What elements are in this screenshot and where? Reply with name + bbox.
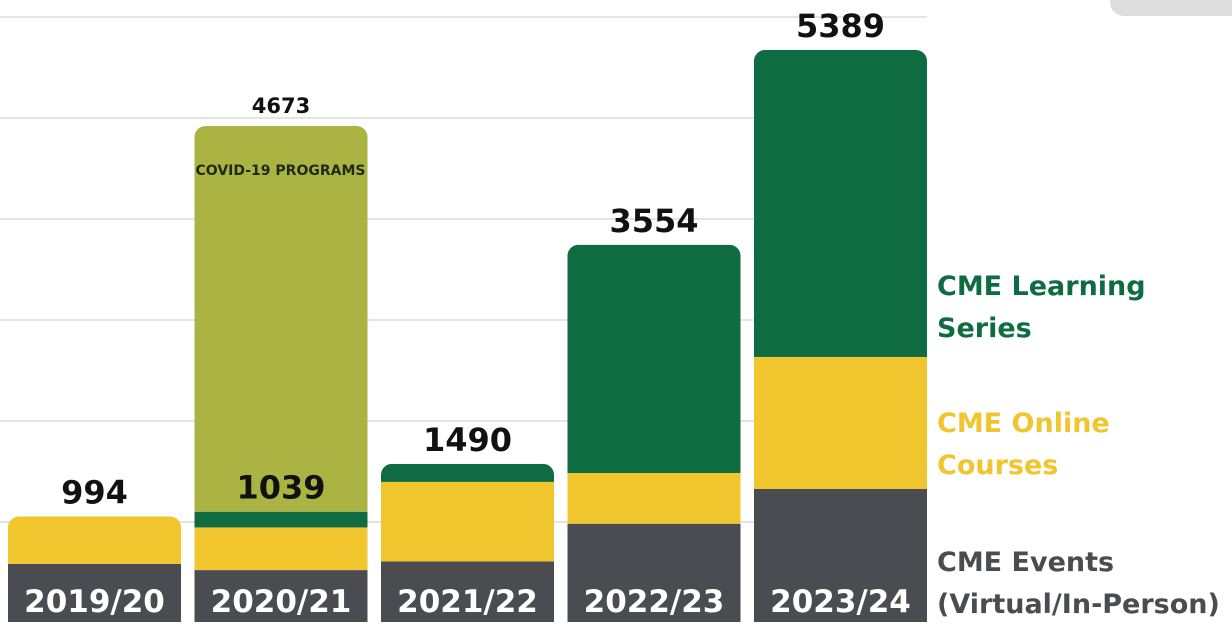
bar-segment <box>754 356 927 490</box>
x-tick-label: 2023/24 <box>770 584 911 620</box>
bar-segment <box>8 563 181 622</box>
bar-group <box>754 50 927 622</box>
bar-segment <box>567 523 741 622</box>
legend-entry: CME Learning Series <box>937 271 1146 344</box>
corner-shape <box>1110 0 1232 16</box>
bar-segment <box>194 511 368 528</box>
bar-group <box>8 516 181 622</box>
bar-group <box>381 463 554 622</box>
total-label: 994 <box>61 473 128 511</box>
legend-entry: CME Online Courses <box>937 408 1110 481</box>
total-label: 1039 <box>236 469 325 507</box>
bar-segment <box>194 527 368 571</box>
bar-segment <box>754 489 927 622</box>
x-tick-label: 2020/21 <box>211 584 352 620</box>
total-label: 1490 <box>423 421 512 459</box>
total-label: 3554 <box>609 202 698 240</box>
total-label: 4673 <box>252 94 310 118</box>
bar-segment <box>194 570 368 622</box>
bar-segment <box>381 463 554 482</box>
bar-segment <box>194 125 368 512</box>
legend-entry: CME Events (Virtual/In-Person) <box>937 547 1220 620</box>
total-label: 5389 <box>796 7 885 45</box>
bar-group <box>567 244 741 622</box>
bar-segment <box>567 244 741 473</box>
bar-group <box>194 125 368 622</box>
bar-segment <box>381 481 554 562</box>
covid-label: COVID-19 PROGRAMS <box>195 163 366 179</box>
bar-segment <box>8 516 181 564</box>
bar-segment <box>567 472 741 524</box>
x-tick-label: 2022/23 <box>584 584 725 620</box>
x-tick-label: 2021/22 <box>397 584 538 620</box>
bar-segment <box>381 561 554 622</box>
bar-segment <box>754 50 927 357</box>
x-tick-label: 2019/20 <box>24 584 165 620</box>
